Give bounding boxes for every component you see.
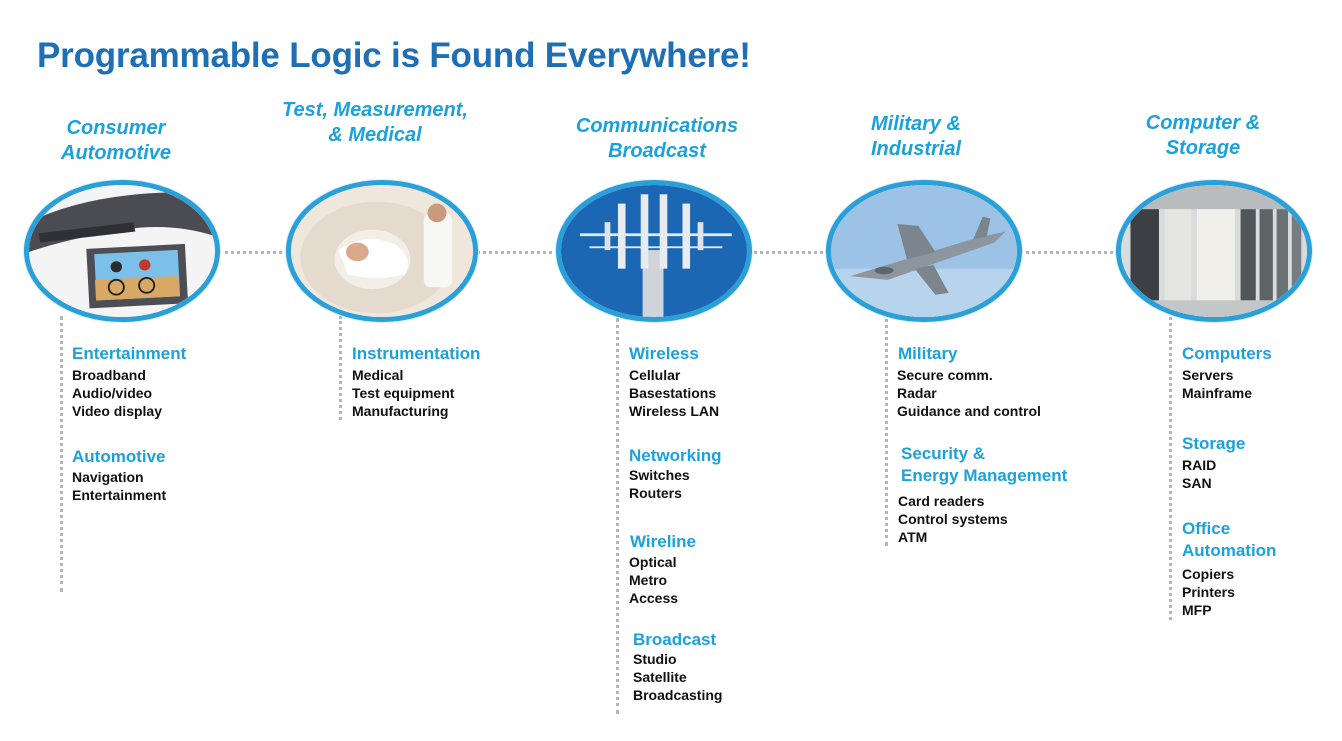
heading-military-industrial: Military & Industrial xyxy=(870,113,962,160)
cell-tower-image xyxy=(556,180,752,322)
section-instrumentation-items: Medical Test equipment Manufacturing xyxy=(352,366,454,420)
list-item: Satellite xyxy=(633,669,687,685)
list-item: Wireless LAN xyxy=(629,403,720,419)
list-item: Video display xyxy=(72,403,162,419)
connector-line xyxy=(1019,251,1119,254)
car-entertainment-image xyxy=(24,180,220,322)
section-instrumentation: Instrumentation xyxy=(352,344,481,363)
list-item: Entertainment xyxy=(72,487,167,503)
section-office-automation-items: Copiers Printers MFP xyxy=(1182,565,1235,619)
medical-scanner-image xyxy=(286,180,478,322)
section-wireline-items: Optical Metro Access xyxy=(629,553,678,607)
section-broadcast: Broadcast xyxy=(633,630,717,649)
section-security-energy: Security & Energy Management xyxy=(901,444,1068,485)
list-item: Medical xyxy=(352,367,404,383)
list-item: SAN xyxy=(1182,475,1212,491)
section-wireless-items: Cellular Basestations Wireless LAN xyxy=(629,366,719,420)
column-line xyxy=(1169,312,1172,620)
list-item: MFP xyxy=(1182,602,1212,618)
section-wireless: Wireless xyxy=(629,344,699,363)
column-line xyxy=(60,316,63,592)
connector-line xyxy=(476,251,560,254)
section-military: Military xyxy=(898,344,958,363)
list-item: Test equipment xyxy=(352,385,455,401)
list-item: Navigation xyxy=(72,469,144,485)
connector-line xyxy=(218,251,288,254)
section-military-items: Secure comm. Radar Guidance and control xyxy=(897,366,1041,420)
list-item: Audio/video xyxy=(72,385,153,401)
list-item: Access xyxy=(629,590,679,606)
section-entertainment-items: Broadband Audio/video Video display xyxy=(72,366,162,420)
list-item: Secure comm. xyxy=(897,367,993,383)
section-networking: Networking xyxy=(629,446,722,465)
section-automotive-items: Navigation Entertainment xyxy=(72,468,166,504)
section-security-energy-items: Card readers Control systems ATM xyxy=(898,492,1008,546)
heading-test-measurement-medical: Test, Measurement, & Medical xyxy=(282,99,468,146)
column-line xyxy=(885,312,888,546)
list-item: Metro xyxy=(629,572,668,588)
section-computers: Computers xyxy=(1182,344,1272,363)
list-item: RAID xyxy=(1182,457,1217,473)
list-item: Studio xyxy=(633,651,677,667)
section-entertainment: Entertainment xyxy=(72,344,187,363)
section-networking-items: Switches Routers xyxy=(629,466,690,502)
list-item: Manufacturing xyxy=(352,403,449,419)
list-item: Guidance and control xyxy=(897,403,1041,419)
list-item: Broadband xyxy=(72,367,146,383)
list-item: Optical xyxy=(629,554,677,570)
list-item: Radar xyxy=(897,385,937,401)
column-line xyxy=(616,318,619,714)
heading-communications-broadcast: Communications Broadcast xyxy=(575,115,739,162)
server-room-image xyxy=(1116,180,1312,322)
list-item: Mainframe xyxy=(1182,385,1253,401)
page-title: Programmable Logic is Found Everywhere! xyxy=(37,36,751,75)
section-office-automation: Office Automation xyxy=(1182,519,1277,560)
list-item: Broadcasting xyxy=(633,687,723,703)
list-item: Control systems xyxy=(898,511,1008,527)
list-item: Card readers xyxy=(898,493,985,509)
section-computers-items: Servers Mainframe xyxy=(1182,366,1252,402)
list-item: ATM xyxy=(898,529,928,545)
heading-consumer-automotive: Consumer Automotive xyxy=(61,117,171,164)
section-automotive: Automotive xyxy=(72,447,166,466)
fighter-jet-image xyxy=(826,180,1022,322)
list-item: Switches xyxy=(629,467,690,483)
list-item: Servers xyxy=(1182,367,1234,383)
section-storage-items: RAID SAN xyxy=(1182,456,1216,492)
section-storage: Storage xyxy=(1182,434,1246,453)
list-item: Copiers xyxy=(1182,566,1235,582)
section-broadcast-items: Studio Satellite Broadcasting xyxy=(633,650,722,704)
list-item: Routers xyxy=(629,485,682,501)
connector-line xyxy=(749,251,829,254)
column-line xyxy=(339,316,342,420)
list-item: Printers xyxy=(1182,584,1235,600)
list-item: Cellular xyxy=(629,367,681,383)
list-item: Basestations xyxy=(629,385,717,401)
section-wireline: Wireline xyxy=(630,532,696,551)
heading-computer-storage: Computer & Storage xyxy=(1145,112,1261,159)
